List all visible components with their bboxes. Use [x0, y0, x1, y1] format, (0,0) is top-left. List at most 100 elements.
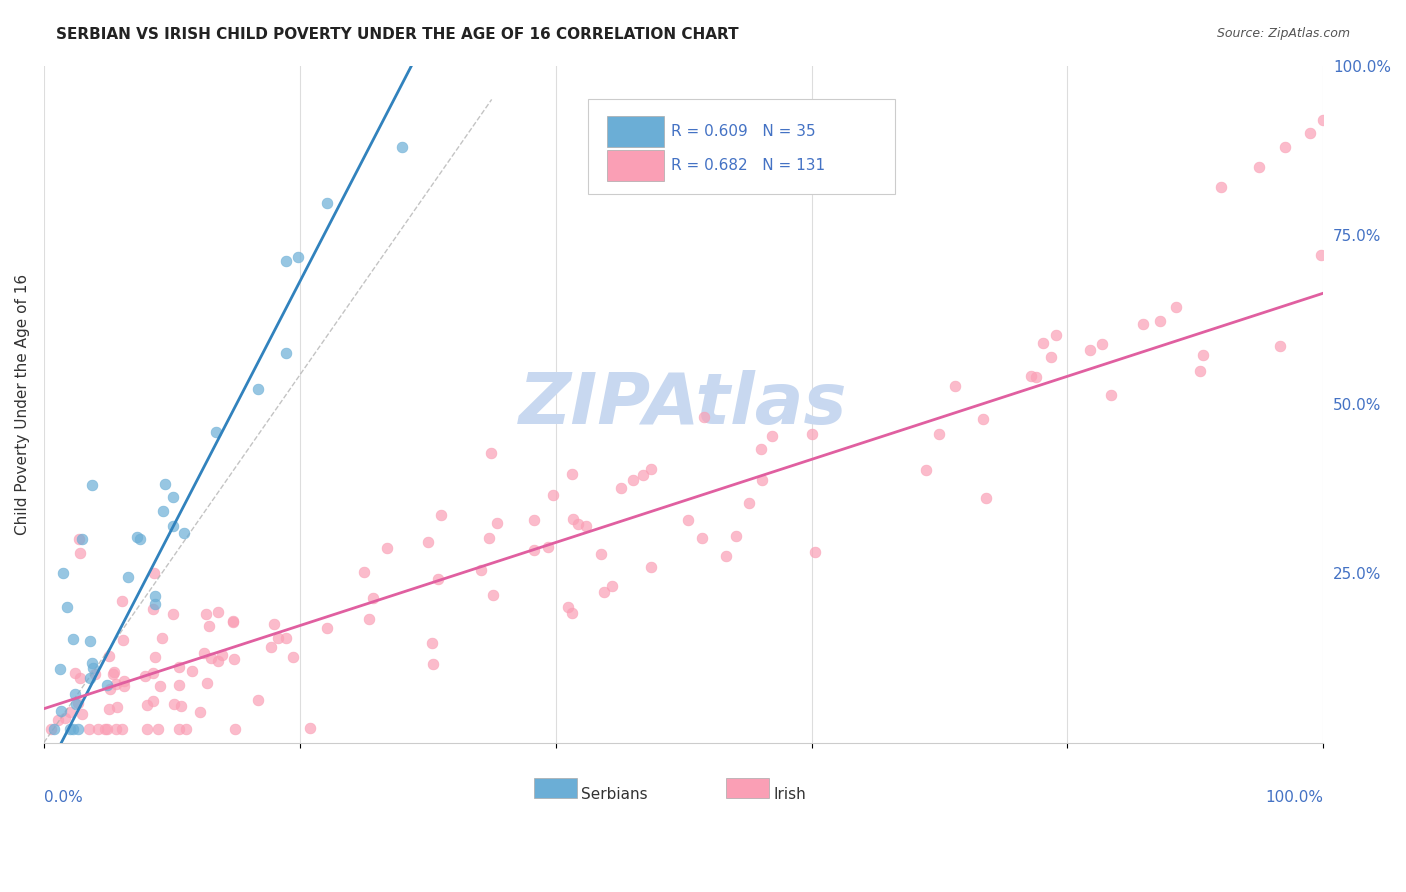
Text: 0.0%: 0.0% — [44, 790, 83, 805]
Point — [482, 588, 505, 602]
Point — [180, 664, 202, 678]
Point — [353, 565, 375, 579]
Point — [49, 662, 72, 676]
Point — [1039, 350, 1062, 364]
Point — [1209, 180, 1232, 194]
Point — [112, 679, 135, 693]
Point — [200, 651, 222, 665]
Point — [1164, 300, 1187, 314]
Point — [1299, 126, 1322, 140]
Point — [589, 547, 612, 561]
Point — [69, 546, 91, 560]
Point — [263, 616, 285, 631]
Point — [287, 250, 309, 264]
Point — [163, 697, 186, 711]
Point — [391, 140, 413, 154]
Point — [59, 705, 82, 719]
Point — [135, 722, 157, 736]
Point — [693, 410, 716, 425]
Point — [142, 601, 165, 615]
Point — [972, 412, 994, 426]
Point — [426, 572, 449, 586]
Point — [52, 566, 75, 581]
Point — [136, 698, 159, 713]
Point — [1025, 369, 1047, 384]
Point — [142, 566, 165, 581]
Point — [1090, 337, 1112, 351]
Text: Irish: Irish — [773, 787, 806, 802]
Point — [1032, 336, 1054, 351]
Point — [59, 722, 82, 736]
Point — [928, 427, 950, 442]
Point — [1045, 328, 1067, 343]
Point — [98, 648, 121, 663]
Point — [188, 705, 211, 719]
Point — [105, 722, 128, 736]
Point — [478, 531, 501, 545]
Point — [63, 687, 86, 701]
Point — [65, 697, 87, 711]
Point — [79, 634, 101, 648]
Point — [49, 704, 72, 718]
Point — [77, 722, 100, 736]
Point — [557, 600, 579, 615]
Point — [62, 722, 84, 736]
FancyBboxPatch shape — [534, 779, 578, 798]
Point — [82, 661, 104, 675]
Point — [39, 722, 62, 736]
Point — [562, 511, 585, 525]
Point — [153, 476, 176, 491]
Point — [974, 491, 997, 505]
Point — [1080, 343, 1102, 357]
Y-axis label: Child Poverty Under the Age of 16: Child Poverty Under the Age of 16 — [15, 274, 30, 534]
Point — [522, 542, 544, 557]
Point — [125, 530, 148, 544]
Point — [84, 667, 107, 681]
Point — [195, 607, 218, 621]
Point — [260, 640, 283, 655]
FancyBboxPatch shape — [725, 779, 769, 798]
Point — [48, 713, 70, 727]
Point — [170, 699, 193, 714]
Point — [193, 646, 215, 660]
Point — [169, 722, 191, 736]
Text: R = 0.682   N = 131: R = 0.682 N = 131 — [671, 158, 825, 173]
Point — [149, 679, 172, 693]
Point — [640, 560, 662, 574]
Point — [101, 667, 124, 681]
Point — [63, 666, 86, 681]
Point — [117, 570, 139, 584]
Point — [678, 513, 700, 527]
Point — [53, 711, 76, 725]
Point — [246, 692, 269, 706]
Point — [640, 462, 662, 476]
Point — [96, 722, 118, 736]
Point — [804, 545, 827, 559]
Point — [142, 694, 165, 708]
Point — [70, 533, 93, 547]
Point — [162, 607, 184, 622]
Point — [429, 508, 451, 522]
Point — [631, 468, 654, 483]
FancyBboxPatch shape — [588, 99, 894, 194]
Point — [761, 429, 783, 443]
Point — [1274, 140, 1296, 154]
Point — [357, 611, 380, 625]
Point — [592, 585, 614, 599]
Point — [315, 196, 337, 211]
Text: SERBIAN VS IRISH CHILD POVERTY UNDER THE AGE OF 16 CORRELATION CHART: SERBIAN VS IRISH CHILD POVERTY UNDER THE… — [56, 27, 740, 42]
Point — [142, 665, 165, 680]
Point — [1309, 248, 1331, 262]
Point — [1249, 160, 1271, 174]
Point — [266, 631, 288, 645]
Point — [82, 657, 104, 671]
Text: R = 0.609   N = 35: R = 0.609 N = 35 — [671, 125, 815, 139]
Point — [79, 671, 101, 685]
Point — [222, 652, 245, 666]
Text: 100.0%: 100.0% — [1265, 790, 1323, 805]
Point — [724, 529, 747, 543]
Point — [246, 383, 269, 397]
Point — [152, 504, 174, 518]
Point — [751, 442, 773, 457]
Point — [541, 488, 564, 502]
